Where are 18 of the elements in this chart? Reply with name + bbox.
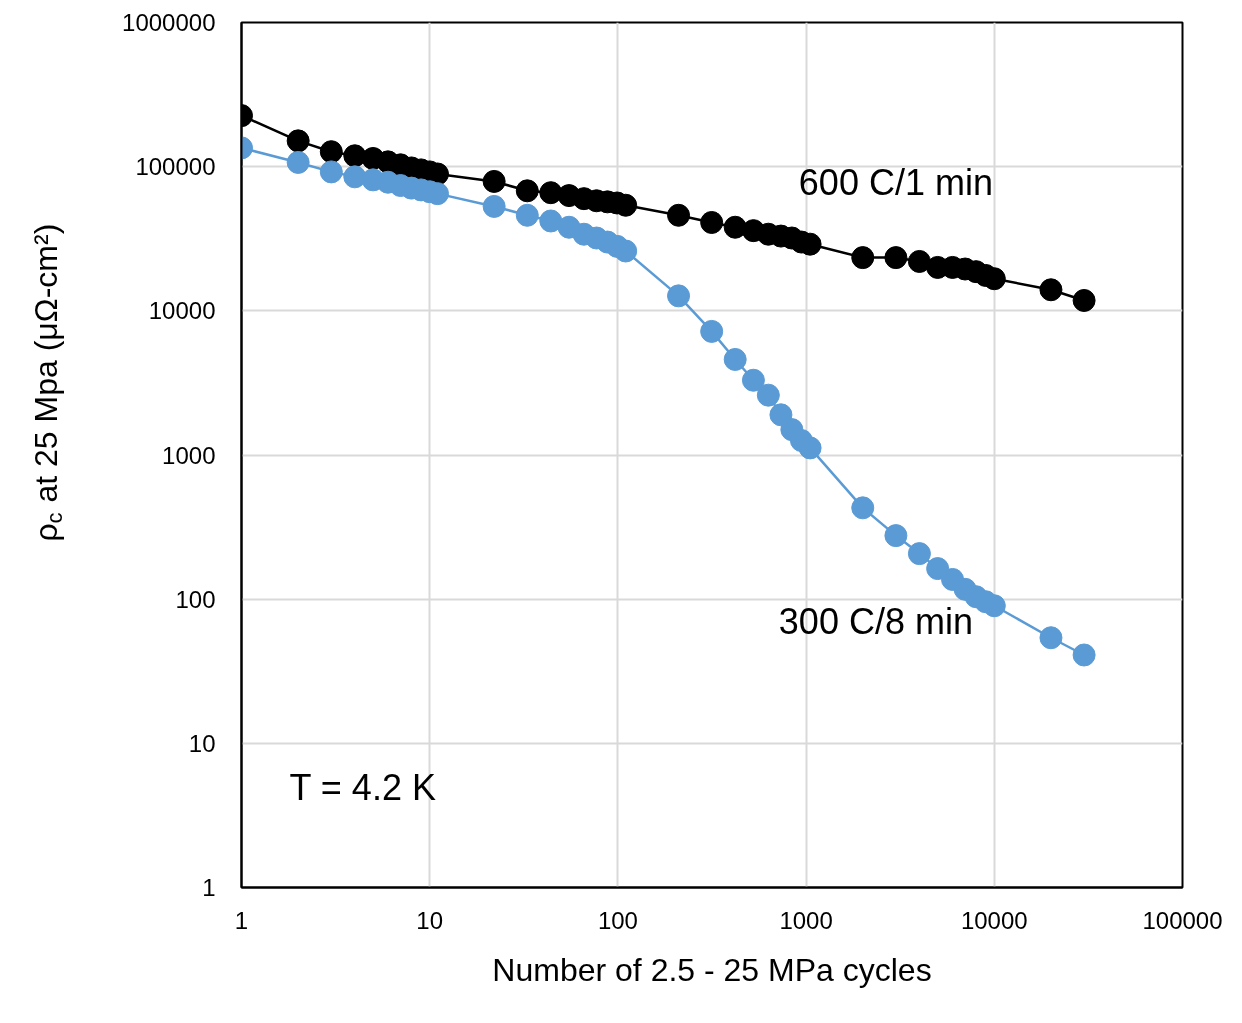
y-tick-label: 1000 (162, 441, 216, 469)
y-tick-label: 10 (188, 729, 216, 757)
x-tick-label: 100000 (1142, 906, 1223, 934)
y-tick-label: 10000 (148, 297, 216, 325)
series-label: 600 C/1 min (798, 161, 993, 203)
x-tick-label: 100 (597, 906, 638, 934)
y-tick-label: 1000000 (122, 9, 216, 36)
annotation: T = 4.2 K (289, 766, 436, 808)
x-tick-label: 1 (234, 906, 249, 934)
x-axis-title: Number of 2.5 - 25 MPa cycles (492, 951, 932, 988)
series-label: 300 C/8 min (778, 600, 973, 642)
x-tick-label: 1000 (779, 906, 833, 934)
y-tick-label: 1 (202, 874, 216, 901)
y-tick-label: 100 (175, 585, 216, 613)
y-axis-title: ρc at 25 Mpa (μΩ-cm²) (27, 223, 67, 542)
y-tick-label: 100000 (135, 153, 216, 181)
x-tick-label: 10 (416, 906, 444, 934)
x-tick-label: 10000 (960, 906, 1028, 934)
